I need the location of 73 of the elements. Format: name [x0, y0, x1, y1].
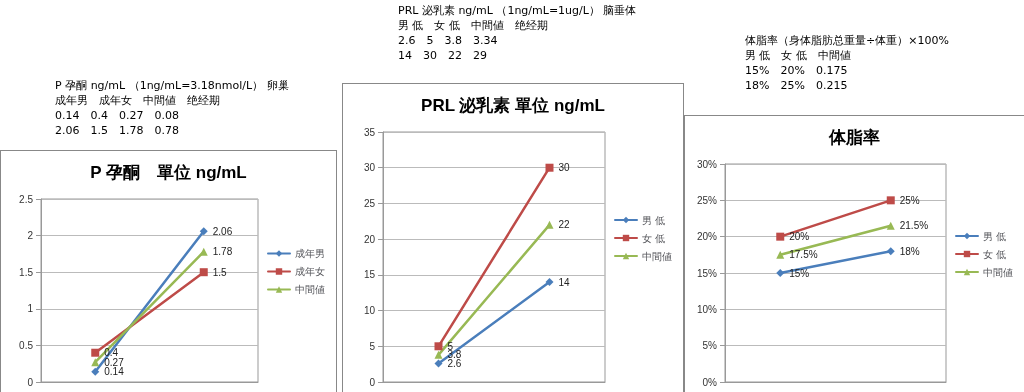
point	[434, 359, 443, 368]
y-tick-label: 2	[27, 230, 34, 242]
y-tick-label: 10%	[696, 303, 718, 315]
point	[434, 342, 443, 351]
point	[91, 348, 100, 357]
point	[91, 367, 100, 376]
y-tick-label: 0%	[702, 376, 718, 388]
y-tick-label: 15%	[696, 267, 718, 279]
point	[776, 269, 785, 277]
y-tick-label: 25	[363, 197, 376, 209]
y-tick-label: 15	[363, 269, 376, 281]
text: 男 低 女 低 中間値 绝经期	[398, 18, 549, 33]
data-label: 25%	[899, 194, 920, 206]
y-tick-label: 5%	[702, 340, 718, 352]
text: 成年男 成年女 中間値 绝经期	[55, 93, 221, 108]
point	[199, 227, 208, 236]
text: 2.6 5 3.8 3.34	[398, 33, 499, 48]
data-label: 22	[558, 219, 571, 231]
y-tick-label: 0	[27, 376, 34, 388]
point	[776, 232, 785, 241]
y-tick-label: 25%	[696, 194, 718, 206]
text: 体脂率（身体脂肪总重量÷体重）×100%	[745, 33, 949, 48]
y-tick-label: 20	[363, 233, 376, 245]
y-tick-label: 30%	[696, 158, 718, 170]
text: 0.14 0.4 0.27 0.08	[55, 108, 180, 123]
y-tick-label: 1.5	[19, 266, 34, 278]
point	[545, 278, 554, 286]
data-label: 20%	[789, 231, 810, 243]
data-label: 18%	[899, 245, 920, 257]
legend-label: 男 低	[983, 230, 1006, 242]
legend-label: 女 低	[642, 232, 665, 244]
point	[545, 163, 554, 172]
data-label: 1.78	[212, 246, 233, 258]
legend-label: 成年男	[295, 248, 325, 259]
y-tick-label: 20%	[696, 231, 718, 243]
data-label: 5	[447, 340, 454, 352]
legend-label: 中間値	[983, 266, 1013, 278]
y-tick-label: 30	[363, 162, 376, 174]
legend-label: 女 低	[983, 248, 1006, 260]
data-label: 30	[558, 162, 571, 174]
data-label: 1.5	[212, 266, 228, 278]
text: 男 低 女 低 中間値	[745, 48, 852, 63]
point	[886, 196, 895, 205]
text: 15% 20% 0.175	[745, 63, 849, 78]
point	[199, 268, 208, 277]
legend-label: 男 低	[642, 214, 665, 226]
data-label: 2.6	[447, 357, 462, 369]
text: P 孕酮 ng/mL （1ng/mL=3.18nmol/L） 卵巢	[55, 78, 289, 93]
chart-title: P 孕酮 單位 ng/mL	[90, 163, 247, 182]
data-label: 0.27	[104, 356, 125, 368]
chart-title: PRL 泌乳素 單位 ng/mL	[421, 96, 605, 115]
y-tick-label: 5	[369, 340, 376, 352]
text: 2.06 1.5 1.78 0.78	[55, 123, 180, 138]
legend-label: 成年女	[295, 266, 325, 277]
y-tick-label: 0	[369, 376, 376, 388]
data-label: 21.5%	[899, 220, 929, 232]
legend-label: 中間値	[642, 250, 672, 262]
chart-title: 体脂率	[828, 128, 880, 147]
y-tick-label: 35	[363, 126, 376, 138]
text: 18% 25% 0.215	[745, 78, 849, 93]
y-tick-label: 10	[363, 305, 376, 317]
y-tick-label: 2.5	[19, 193, 34, 205]
text: 14 30 22 29	[398, 48, 488, 63]
y-tick-label: 0.5	[19, 339, 34, 351]
legend-label: 中間値	[295, 284, 325, 295]
text: PRL 泌乳素 ng/mL （1ng/mL=1ug/L） 脑垂体	[398, 3, 637, 18]
y-tick-label: 1	[27, 303, 34, 315]
point	[886, 247, 895, 256]
data-label: 15%	[789, 267, 810, 279]
data-label: 2.06	[212, 225, 233, 237]
data-label: 17.5%	[789, 249, 818, 261]
data-label: 14	[558, 276, 571, 288]
data-label: 0.14	[104, 366, 125, 378]
